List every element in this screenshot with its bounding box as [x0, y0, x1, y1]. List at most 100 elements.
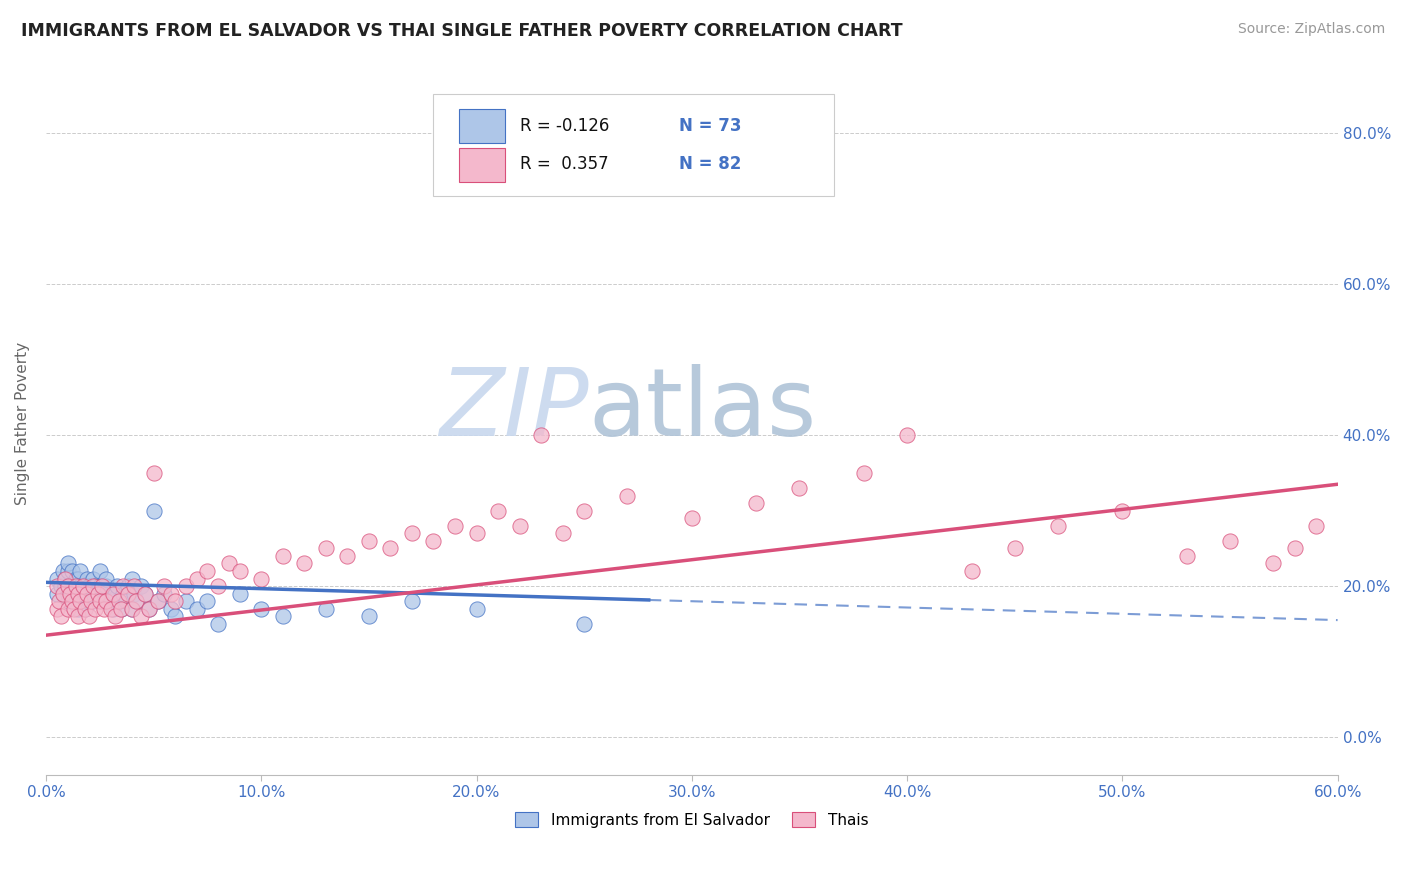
Point: [84, 579, 107, 593]
Point: [72, 579, 94, 593]
Point: [77, 609, 100, 624]
Point: [186, 572, 208, 586]
Point: [110, 601, 132, 615]
Point: [681, 511, 703, 525]
Point: [250, 601, 273, 615]
Text: atlas: atlas: [589, 364, 817, 456]
Point: [129, 609, 152, 624]
Point: [45, 601, 67, 615]
Point: [357, 609, 380, 624]
Point: [76, 572, 98, 586]
Point: [69, 594, 91, 608]
Point: [59, 587, 82, 601]
Point: [60, 594, 83, 608]
Point: [422, 533, 444, 548]
Text: Source: ZipAtlas.com: Source: ZipAtlas.com: [1237, 22, 1385, 37]
Point: [1111, 503, 1133, 517]
Point: [122, 579, 145, 593]
Point: [197, 564, 219, 578]
Point: [53, 572, 76, 586]
Point: [315, 541, 337, 556]
Point: [101, 601, 124, 615]
Point: [77, 579, 100, 593]
FancyBboxPatch shape: [433, 94, 834, 196]
Point: [114, 594, 136, 608]
Point: [444, 518, 467, 533]
Point: [218, 557, 240, 571]
Point: [69, 564, 91, 578]
Point: [121, 601, 143, 615]
Point: [134, 587, 156, 601]
Point: [56, 587, 79, 601]
Point: [72, 587, 94, 601]
Point: [67, 572, 90, 586]
Point: [1004, 541, 1026, 556]
Point: [572, 616, 595, 631]
Point: [160, 587, 183, 601]
Point: [89, 594, 111, 608]
Point: [82, 572, 104, 586]
Point: [1284, 541, 1306, 556]
Point: [96, 579, 118, 593]
Point: [271, 609, 294, 624]
Point: [551, 526, 574, 541]
Point: [165, 594, 187, 608]
Point: [121, 601, 143, 615]
Point: [896, 428, 918, 442]
Point: [52, 564, 75, 578]
Point: [197, 594, 219, 608]
Point: [129, 579, 152, 593]
Point: [1261, 557, 1284, 571]
Point: [56, 579, 79, 593]
Point: [122, 587, 145, 601]
Point: [45, 572, 67, 586]
Point: [117, 579, 139, 593]
Point: [112, 579, 135, 593]
Point: [80, 587, 103, 601]
Point: [121, 572, 143, 586]
Point: [1305, 518, 1327, 533]
Text: N = 73: N = 73: [679, 117, 741, 135]
Point: [789, 481, 811, 495]
Point: [49, 579, 72, 593]
Point: [73, 601, 96, 615]
Point: [45, 587, 67, 601]
Point: [77, 594, 100, 608]
Text: R =  0.357: R = 0.357: [520, 155, 609, 173]
Point: [60, 564, 83, 578]
Point: [56, 594, 79, 608]
Point: [1175, 549, 1198, 563]
Point: [53, 572, 76, 586]
Point: [56, 601, 79, 615]
Point: [86, 587, 108, 601]
Point: [63, 601, 86, 615]
Point: [104, 609, 127, 624]
Point: [380, 541, 402, 556]
Text: R = -0.126: R = -0.126: [520, 117, 609, 135]
Point: [67, 587, 90, 601]
Point: [67, 609, 90, 624]
Point: [65, 572, 87, 586]
Text: IMMIGRANTS FROM EL SALVADOR VS THAI SINGLE FATHER POVERTY CORRELATION CHART: IMMIGRANTS FROM EL SALVADOR VS THAI SING…: [21, 22, 903, 40]
Text: ZIP: ZIP: [439, 364, 589, 455]
Point: [80, 594, 103, 608]
Point: [56, 579, 79, 593]
Point: [572, 503, 595, 517]
Point: [138, 601, 160, 615]
Point: [67, 601, 90, 615]
Point: [112, 587, 135, 601]
Point: [146, 594, 169, 608]
Point: [93, 601, 115, 615]
Point: [67, 587, 90, 601]
Point: [1046, 518, 1069, 533]
Point: [465, 601, 488, 615]
Point: [56, 564, 79, 578]
Point: [49, 609, 72, 624]
Legend: Immigrants from El Salvador, Thais: Immigrants from El Salvador, Thais: [509, 805, 875, 834]
Point: [153, 587, 176, 601]
Point: [104, 587, 127, 601]
Point: [60, 579, 83, 593]
Point: [100, 601, 122, 615]
Point: [207, 579, 229, 593]
Point: [82, 579, 104, 593]
